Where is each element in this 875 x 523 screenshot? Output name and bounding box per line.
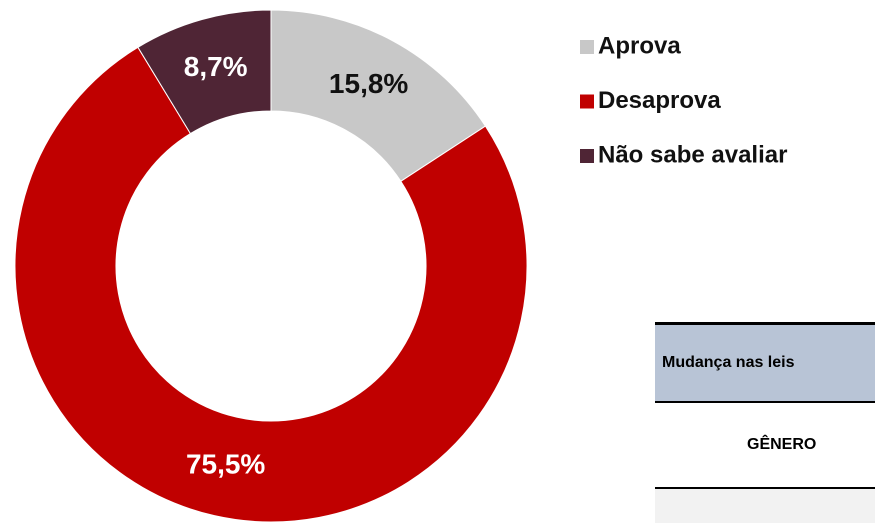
donut-slice: [14, 46, 528, 523]
table-row: [655, 489, 875, 523]
donut-slice: [270, 9, 487, 183]
table: Mudança nas leis GÊNERO: [655, 322, 875, 523]
legend-label: Aprova: [598, 32, 681, 59]
data-label: 8,7%: [184, 51, 248, 82]
legend-label: Desaprova: [598, 87, 721, 114]
legend-swatch: [580, 149, 594, 163]
data-label: 15,8%: [329, 68, 408, 99]
donut-slice: [137, 9, 272, 135]
legend-label: Não sabe avaliar: [598, 141, 787, 168]
data-label: 75,5%: [186, 448, 265, 479]
legend-swatch: [580, 40, 594, 54]
table-header: Mudança nas leis: [655, 325, 875, 403]
legend-swatch: [580, 94, 594, 109]
table-cell: GÊNERO: [655, 403, 875, 489]
